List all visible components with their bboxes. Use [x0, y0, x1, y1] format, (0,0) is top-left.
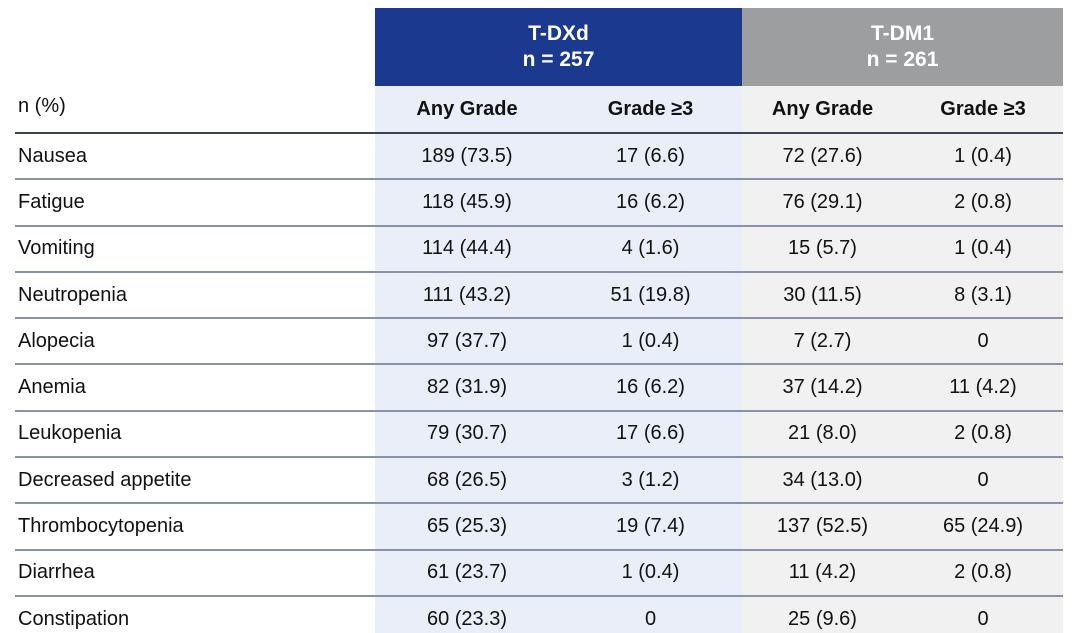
table-body: Nausea 189 (73.5) 17 (6.6) 72 (27.6) 1 (… [15, 133, 1063, 633]
corner-label: n (%) [15, 86, 375, 134]
value-cell: 11 (4.2) [903, 364, 1063, 412]
value-cell: 16 (6.2) [559, 179, 742, 227]
value-cell: 65 (25.3) [375, 503, 559, 551]
value-cell: 1 (0.4) [559, 318, 742, 366]
table-row: Thrombocytopenia 65 (25.3) 19 (7.4) 137 … [15, 503, 1063, 551]
group-title-tdm1: T-DM1 [871, 21, 934, 45]
row-label: Fatigue [15, 179, 375, 227]
value-cell: 4 (1.6) [559, 225, 742, 273]
value-cell: 60 (23.3) [375, 595, 559, 633]
table-row: Constipation 60 (23.3) 0 25 (9.6) 0 [15, 595, 1063, 633]
value-cell: 82 (31.9) [375, 364, 559, 412]
value-cell: 1 (0.4) [559, 549, 742, 597]
value-cell: 2 (0.8) [903, 179, 1063, 227]
table-row: Vomiting 114 (44.4) 4 (1.6) 15 (5.7) 1 (… [15, 225, 1063, 273]
value-cell: 30 (11.5) [742, 271, 903, 320]
row-label: Neutropenia [15, 271, 375, 320]
value-cell: 17 (6.6) [559, 133, 742, 181]
row-label: Decreased appetite [15, 457, 375, 505]
value-cell: 111 (43.2) [375, 271, 559, 320]
table-row: Diarrhea 61 (23.7) 1 (0.4) 11 (4.2) 2 (0… [15, 549, 1063, 597]
table-row: Anemia 82 (31.9) 16 (6.2) 37 (14.2) 11 (… [15, 364, 1063, 412]
row-label: Alopecia [15, 318, 375, 366]
value-cell: 37 (14.2) [742, 364, 903, 412]
value-cell: 0 [903, 318, 1063, 366]
subheader-tdm1-any-grade: Any Grade [742, 86, 903, 134]
value-cell: 61 (23.7) [375, 549, 559, 597]
table-row: Neutropenia 111 (43.2) 51 (19.8) 30 (11.… [15, 271, 1063, 320]
value-cell: 0 [903, 457, 1063, 505]
value-cell: 137 (52.5) [742, 503, 903, 551]
value-cell: 25 (9.6) [742, 595, 903, 633]
value-cell: 76 (29.1) [742, 179, 903, 227]
value-cell: 21 (8.0) [742, 410, 903, 459]
value-cell: 68 (26.5) [375, 457, 559, 505]
value-cell: 16 (6.2) [559, 364, 742, 412]
value-cell: 7 (2.7) [742, 318, 903, 366]
row-label: Diarrhea [15, 549, 375, 597]
value-cell: 3 (1.2) [559, 457, 742, 505]
group-title-tdxd: T-DXd [528, 21, 589, 45]
value-cell: 97 (37.7) [375, 318, 559, 366]
value-cell: 72 (27.6) [742, 133, 903, 181]
group-header-row: T-DXd n = 257 T-DM1 n = 261 [15, 8, 1063, 86]
value-cell: 2 (0.8) [903, 549, 1063, 597]
value-cell: 65 (24.9) [903, 503, 1063, 551]
row-label: Constipation [15, 595, 375, 633]
subheader-row: n (%) Any Grade Grade ≥3 Any Grade Grade… [15, 86, 1063, 134]
row-label: Nausea [15, 133, 375, 181]
value-cell: 0 [903, 595, 1063, 633]
group-header-tdm1: T-DM1 n = 261 [742, 8, 1063, 86]
row-label: Anemia [15, 364, 375, 412]
value-cell: 114 (44.4) [375, 225, 559, 273]
value-cell: 1 (0.4) [903, 133, 1063, 181]
value-cell: 19 (7.4) [559, 503, 742, 551]
value-cell: 118 (45.9) [375, 179, 559, 227]
subheader-tdm1-grade3: Grade ≥3 [903, 86, 1063, 134]
subheader-tdxd-any-grade: Any Grade [375, 86, 559, 134]
value-cell: 2 (0.8) [903, 410, 1063, 459]
group-n-tdxd: n = 257 [522, 48, 595, 71]
table-row: Decreased appetite 68 (26.5) 3 (1.2) 34 … [15, 457, 1063, 505]
subheader-tdxd-grade3: Grade ≥3 [559, 86, 742, 134]
table-row: Alopecia 97 (37.7) 1 (0.4) 7 (2.7) 0 [15, 318, 1063, 366]
corner-empty-cell [15, 8, 375, 86]
value-cell: 1 (0.4) [903, 225, 1063, 273]
value-cell: 15 (5.7) [742, 225, 903, 273]
table-row: Leukopenia 79 (30.7) 17 (6.6) 21 (8.0) 2… [15, 410, 1063, 459]
row-label: Thrombocytopenia [15, 503, 375, 551]
value-cell: 0 [559, 595, 742, 633]
value-cell: 34 (13.0) [742, 457, 903, 505]
value-cell: 17 (6.6) [559, 410, 742, 459]
row-label: Leukopenia [15, 410, 375, 459]
table-row: Fatigue 118 (45.9) 16 (6.2) 76 (29.1) 2 … [15, 179, 1063, 227]
value-cell: 51 (19.8) [559, 271, 742, 320]
table-row: Nausea 189 (73.5) 17 (6.6) 72 (27.6) 1 (… [15, 133, 1063, 181]
value-cell: 8 (3.1) [903, 271, 1063, 320]
value-cell: 11 (4.2) [742, 549, 903, 597]
row-label: Vomiting [15, 225, 375, 273]
group-n-tdm1: n = 261 [866, 48, 939, 71]
value-cell: 79 (30.7) [375, 410, 559, 459]
adverse-events-table: T-DXd n = 257 T-DM1 n = 261 n (%) Any Gr… [15, 8, 1063, 633]
group-header-tdxd: T-DXd n = 257 [375, 8, 742, 86]
value-cell: 189 (73.5) [375, 133, 559, 181]
